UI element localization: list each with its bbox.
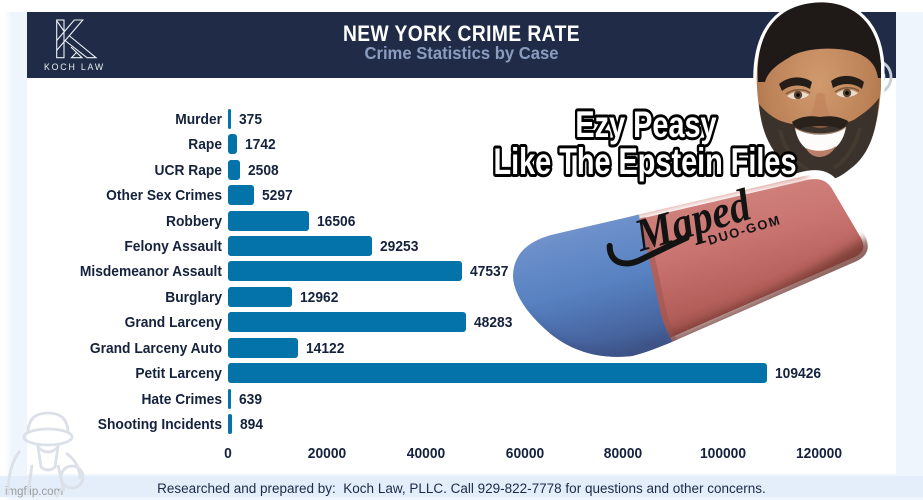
svg-text:Like The Epstein Files: Like The Epstein Files [493,142,796,183]
svg-text:Ezy Peasy: Ezy Peasy [575,105,717,146]
